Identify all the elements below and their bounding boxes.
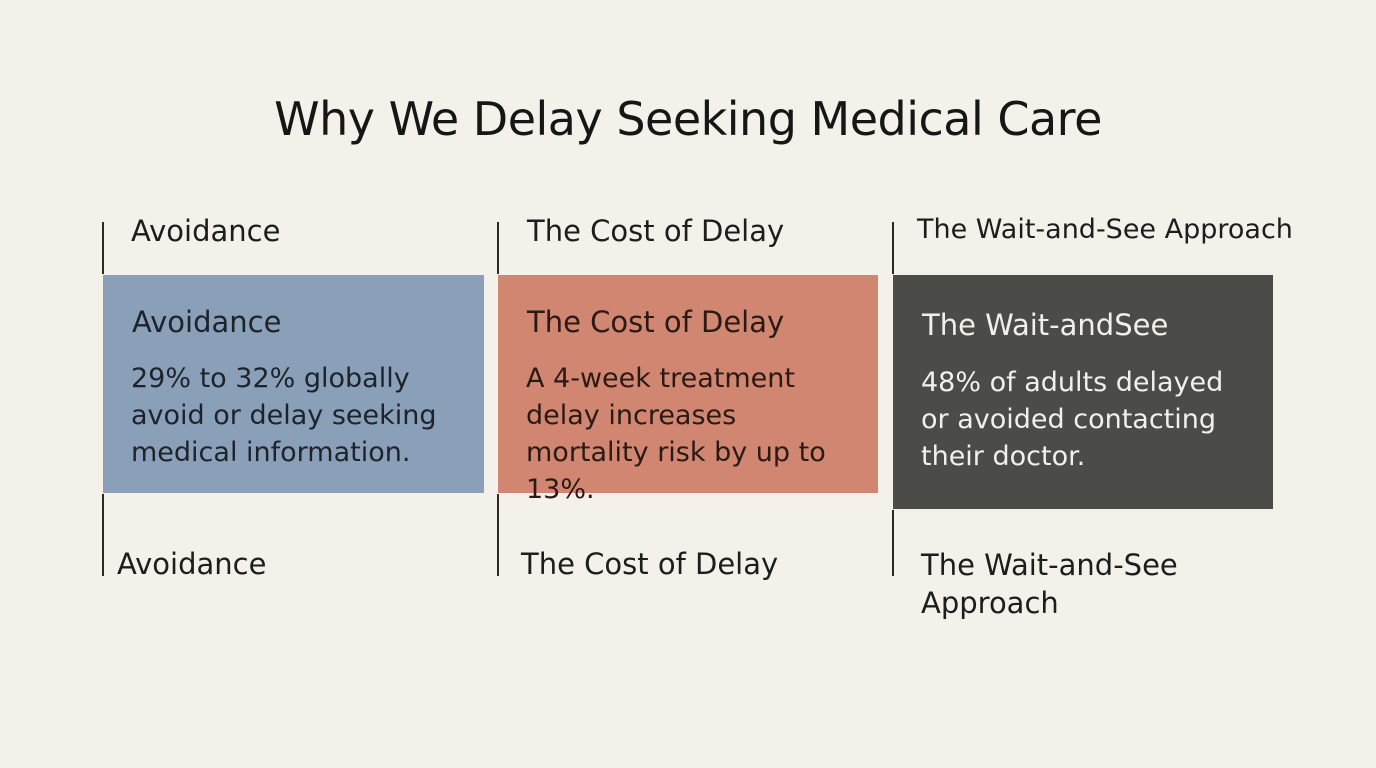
card-text: 48% of adults delayed or avoided contact…	[921, 367, 1224, 472]
stat-card-cost-of-delay: The Cost of Delay A 4-week treatment del…	[498, 275, 878, 505]
column-bottom-divider	[892, 510, 894, 576]
column-top-label: The Wait-and-See Approach	[917, 214, 1293, 245]
stat-card-avoidance: Avoidance 29% to 32% globally avoid or d…	[103, 275, 484, 493]
column-bottom-label: The Wait-and-See Approach	[921, 548, 1178, 620]
page-title: Why We Delay Seeking Medical Care	[274, 92, 1102, 146]
card-title: The Wait-andSee	[922, 308, 1169, 342]
column-top-label: The Cost of Delay	[527, 214, 785, 248]
column-bottom-label: The Cost of Delay	[521, 547, 779, 581]
column-top-divider	[497, 222, 499, 274]
card-text: 29% to 32% globally avoid or delay seeki…	[131, 363, 437, 468]
card-title: Avoidance	[132, 305, 282, 339]
column-bottom-label: Avoidance	[117, 547, 267, 581]
card-title: The Cost of Delay	[527, 305, 785, 339]
card-text: A 4-week treatment delay increases morta…	[526, 363, 826, 505]
stat-card-wait-and-see: The Wait-andSee 48% of adults delayed or…	[893, 275, 1273, 509]
column-top-divider	[892, 222, 894, 274]
column-bottom-divider	[497, 494, 499, 576]
column-top-divider	[102, 222, 104, 274]
column-top-label: Avoidance	[131, 214, 281, 248]
column-bottom-divider	[102, 494, 104, 576]
